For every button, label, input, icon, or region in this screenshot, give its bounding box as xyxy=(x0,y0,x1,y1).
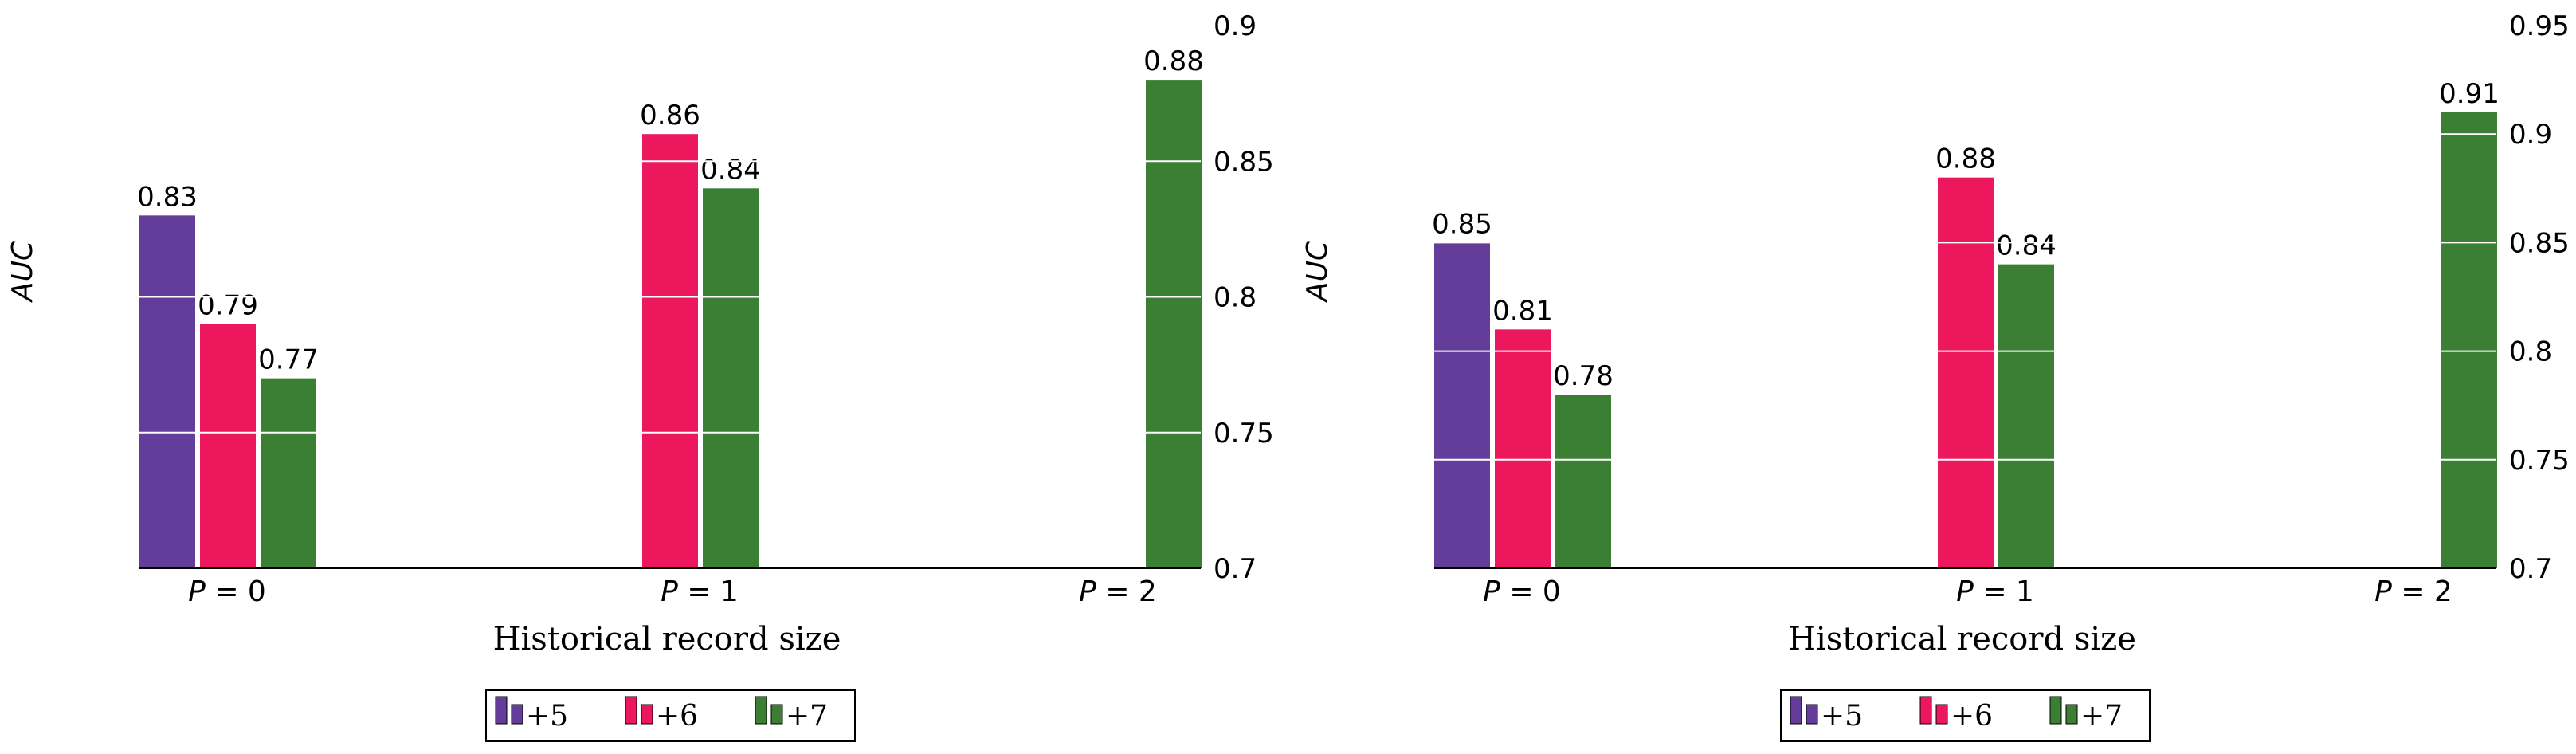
data-label: 0.88 xyxy=(1935,143,1996,175)
x-axis-label: Historical record size xyxy=(1788,621,2136,658)
legend-swatch xyxy=(755,696,767,725)
x-tick-label: P = 0 xyxy=(188,575,266,608)
y-tick-label: 0.8 xyxy=(1214,282,1257,314)
legend-swatch xyxy=(1790,696,1802,725)
bar-plus5-0 xyxy=(139,215,195,568)
legend-swatch xyxy=(2065,704,2078,725)
x-tick-label: P = 1 xyxy=(661,575,739,608)
x-axis-label: Historical record size xyxy=(493,621,841,658)
legend-label: +5 xyxy=(1821,700,1863,732)
data-label: 0.84 xyxy=(1996,230,2056,262)
bar-plus7-2 xyxy=(2441,112,2497,568)
legend-swatch xyxy=(770,704,783,725)
x-tick-label: P = 2 xyxy=(1079,575,1157,608)
bar-plus6-0 xyxy=(200,324,256,568)
data-label: 0.88 xyxy=(1143,45,1204,77)
bar-plus6-1 xyxy=(1938,177,1994,568)
y-tick-label: 0.7 xyxy=(2509,553,2552,585)
x-tick-label: P = 1 xyxy=(1956,575,2034,608)
legend-swatch xyxy=(1919,696,1932,725)
bar-plus7-0 xyxy=(1555,395,1611,568)
y-tick-label: 0.95 xyxy=(2509,10,2570,42)
bar-plus7-1 xyxy=(703,188,759,569)
legend-swatch xyxy=(641,704,653,725)
data-label: 0.79 xyxy=(198,290,258,322)
bar-plus6-0 xyxy=(1495,329,1551,568)
legend: +5 +6 +7 xyxy=(1780,689,2151,742)
legend-swatch xyxy=(1935,704,1948,725)
y-tick-label: 0.85 xyxy=(1214,146,1274,178)
legend-label: +6 xyxy=(1951,700,1993,732)
data-label: 0.91 xyxy=(2439,78,2500,110)
y-tick-label: 0.7 xyxy=(1214,553,1257,585)
legend-swatch xyxy=(2049,696,2062,725)
legend-box xyxy=(1780,689,2151,742)
data-label: 0.84 xyxy=(700,154,761,186)
y-axis-label: AUC xyxy=(1301,240,1334,303)
y-tick-label: 0.75 xyxy=(1214,418,1274,450)
bar-plus7-1 xyxy=(1998,264,2054,568)
bar-plus6-1 xyxy=(642,134,698,568)
y-tick-label: 0.8 xyxy=(2509,336,2552,368)
y-tick-label: 0.9 xyxy=(1214,10,1257,42)
legend-swatch xyxy=(625,696,637,725)
legend-box xyxy=(485,689,856,742)
bar-plus7-0 xyxy=(261,378,316,568)
y-tick-label: 0.85 xyxy=(2509,227,2570,259)
data-label: 0.83 xyxy=(137,181,198,213)
data-label: 0.77 xyxy=(258,344,319,376)
bar-plus7-2 xyxy=(1146,80,1202,569)
legend-swatch xyxy=(511,704,523,725)
legend: +5 +6 +7 xyxy=(485,689,856,742)
legend-swatch xyxy=(1806,704,1818,725)
data-label: 0.78 xyxy=(1553,360,1613,392)
x-tick-label: P = 0 xyxy=(1483,575,1561,608)
chart-panel-2: 0.85 0.81 0.88 0.78 0.84 0.91 0.7 0.75 0.8 0.85 0.… xyxy=(1301,10,2570,742)
data-label: 0.81 xyxy=(1492,295,1553,327)
data-label: 0.86 xyxy=(640,100,700,132)
x-tick-label: P = 2 xyxy=(2374,575,2452,608)
bar-plus5-0 xyxy=(1434,242,1490,568)
y-tick-label: 0.9 xyxy=(2509,119,2552,151)
data-label: 0.85 xyxy=(1432,208,1492,240)
chart-panel-1: 0.83 0.79 0.86 0.77 0.84 0.88 0.7 0.75 0.8 0.85 0.… xyxy=(6,10,1274,742)
legend-label: +7 xyxy=(2080,700,2123,732)
y-tick-label: 0.75 xyxy=(2509,445,2570,477)
legend-label: +6 xyxy=(656,700,698,732)
legend-swatch xyxy=(495,696,508,725)
legend-label: +5 xyxy=(526,700,568,732)
legend-label: +7 xyxy=(786,700,828,732)
y-axis-label: AUC xyxy=(6,240,39,303)
